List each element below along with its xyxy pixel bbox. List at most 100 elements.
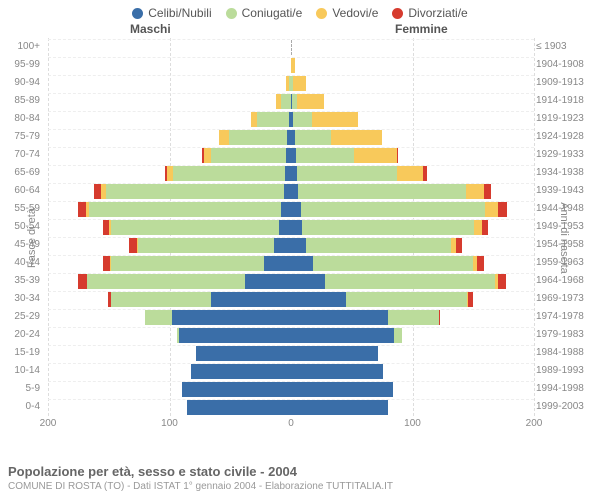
bar-female bbox=[291, 346, 378, 361]
birth-year-label: 1964-1968 bbox=[536, 272, 596, 290]
bar-segment bbox=[291, 238, 306, 253]
plot-area: Fasce di età Anni di nascita 100+≤ 19039… bbox=[0, 38, 600, 438]
bar-segment bbox=[482, 220, 488, 235]
bar-segment bbox=[291, 382, 393, 397]
age-row: 25-291974-1978 bbox=[0, 308, 600, 326]
legend-label: Divorziati/e bbox=[408, 6, 467, 20]
age-label: 65-69 bbox=[0, 164, 40, 182]
age-row: 60-641939-1943 bbox=[0, 182, 600, 200]
row-track bbox=[48, 291, 534, 307]
age-label: 85-89 bbox=[0, 92, 40, 110]
age-label: 45-49 bbox=[0, 236, 40, 254]
bar-segment bbox=[296, 148, 354, 163]
bar-female bbox=[291, 256, 484, 271]
bar-segment bbox=[313, 256, 473, 271]
bar-male bbox=[191, 364, 291, 379]
bar-segment bbox=[187, 400, 291, 415]
age-label: 20-24 bbox=[0, 326, 40, 344]
x-tick-label: 100 bbox=[161, 418, 178, 429]
bar-male bbox=[94, 184, 291, 199]
bar-segment bbox=[196, 346, 291, 361]
row-track bbox=[48, 399, 534, 415]
birth-year-label: 1954-1958 bbox=[536, 236, 596, 254]
bar-segment bbox=[397, 148, 398, 163]
bar-segment bbox=[106, 184, 283, 199]
bar-segment bbox=[388, 310, 439, 325]
age-row: 50-541949-1953 bbox=[0, 218, 600, 236]
row-track bbox=[48, 219, 534, 235]
legend-label: Vedovi/e bbox=[332, 6, 378, 20]
bar-segment bbox=[439, 310, 440, 325]
bar-segment bbox=[397, 166, 424, 181]
bar-female bbox=[291, 130, 382, 145]
age-label: 35-39 bbox=[0, 272, 40, 290]
row-track bbox=[48, 237, 534, 253]
row-track bbox=[48, 57, 534, 73]
age-row: 5-91994-1998 bbox=[0, 380, 600, 398]
bar-segment bbox=[191, 364, 291, 379]
birth-year-label: 1969-1973 bbox=[536, 290, 596, 308]
legend-swatch bbox=[226, 8, 237, 19]
bar-segment bbox=[325, 274, 495, 289]
age-row: 65-691934-1938 bbox=[0, 164, 600, 182]
legend-item: Coniugati/e bbox=[226, 6, 303, 20]
age-row: 75-791924-1928 bbox=[0, 128, 600, 146]
bar-segment bbox=[291, 364, 383, 379]
age-row: 20-241979-1983 bbox=[0, 326, 600, 344]
birth-year-label: ≤ 1903 bbox=[536, 38, 596, 56]
age-row: 10-141989-1993 bbox=[0, 362, 600, 380]
bar-segment bbox=[291, 58, 295, 73]
bar-segment bbox=[291, 328, 394, 343]
age-row: 35-39 1964-1968 bbox=[0, 272, 600, 290]
bar-segment bbox=[274, 238, 291, 253]
bar-segment bbox=[219, 130, 229, 145]
row-track bbox=[48, 93, 534, 109]
bar-segment bbox=[78, 274, 87, 289]
bar-segment bbox=[293, 112, 311, 127]
bar-segment bbox=[354, 148, 397, 163]
x-tick-label: 0 bbox=[288, 418, 294, 429]
bar-male bbox=[187, 400, 291, 415]
age-label: 50-54 bbox=[0, 218, 40, 236]
row-track bbox=[48, 201, 534, 217]
age-row: 100+≤ 1903 bbox=[0, 38, 600, 56]
age-row: 55-591944-1948 bbox=[0, 200, 600, 218]
bar-segment bbox=[257, 112, 289, 127]
bar-female bbox=[291, 364, 383, 379]
row-track bbox=[48, 381, 534, 397]
bar-segment bbox=[245, 274, 291, 289]
age-row: 40-44 1959-1963 bbox=[0, 254, 600, 272]
bar-segment bbox=[484, 184, 491, 199]
birth-year-label: 1974-1978 bbox=[536, 308, 596, 326]
bar-segment bbox=[173, 166, 285, 181]
birth-year-label: 1959-1963 bbox=[536, 254, 596, 272]
population-pyramid-chart: Celibi/Nubili Coniugati/e Vedovi/e Divorzia… bbox=[0, 0, 600, 500]
row-track bbox=[48, 39, 534, 55]
birth-year-label: 1904-1908 bbox=[536, 56, 596, 74]
age-row: 45-49 1954-1958 bbox=[0, 236, 600, 254]
bar-segment bbox=[182, 382, 291, 397]
row-track bbox=[48, 255, 534, 271]
bar-male bbox=[196, 346, 291, 361]
age-label: 40-44 bbox=[0, 254, 40, 272]
birth-year-label: 1994-1998 bbox=[536, 380, 596, 398]
birth-year-label: 1939-1943 bbox=[536, 182, 596, 200]
age-row: 85-891914-1918 bbox=[0, 92, 600, 110]
bar-female bbox=[291, 328, 402, 343]
bar-female bbox=[291, 202, 507, 217]
x-tick-label: 200 bbox=[40, 418, 57, 429]
bar-segment bbox=[297, 94, 324, 109]
legend-swatch bbox=[392, 8, 403, 19]
bar-segment bbox=[306, 238, 452, 253]
bar-segment bbox=[291, 346, 378, 361]
bar-segment bbox=[302, 220, 475, 235]
legend-label: Celibi/Nubili bbox=[148, 6, 211, 20]
bar-segment bbox=[498, 202, 508, 217]
age-row: 30-341969-1973 bbox=[0, 290, 600, 308]
bar-male bbox=[129, 238, 291, 253]
bar-female bbox=[291, 238, 462, 253]
row-track bbox=[48, 129, 534, 145]
row-track bbox=[48, 273, 534, 289]
bar-segment bbox=[295, 130, 331, 145]
bar-segment bbox=[279, 220, 291, 235]
